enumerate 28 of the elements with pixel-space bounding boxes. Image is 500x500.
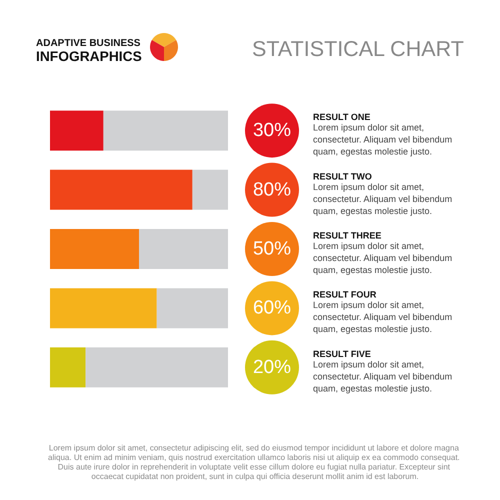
text: Lorem ipsum dolor sit amet, consectetur. Aliquam vel bibendum quam, egestas molestie justo. xyxy=(313,359,455,394)
y-tick-label: RESULT ONE xyxy=(313,112,370,122)
data-label: 80% xyxy=(252,179,292,200)
bar xyxy=(156,288,228,328)
bar xyxy=(50,110,104,151)
data-label: 30% xyxy=(252,120,292,142)
bar xyxy=(50,229,139,269)
data-label: 60% xyxy=(252,298,292,319)
chart-subtitle: ADAPTIVE BUSINESS INFOGRAPHICS xyxy=(36,38,142,64)
text: Lorem ipsum dolor sit amet, consectetur. Aliquam vel bibendum quam, egestas molestie justo. xyxy=(313,241,455,275)
bar xyxy=(50,347,86,388)
bar xyxy=(86,347,228,388)
bar xyxy=(139,229,228,269)
text: Lorem ipsum dolor sit amet, consectetur. Aliquam vel bibendum quam, egestas molestie justo. xyxy=(313,182,455,216)
y-tick-label: RESULT FOUR xyxy=(313,290,377,300)
bar xyxy=(50,170,192,210)
y-tick-label: RESULT TWO xyxy=(313,171,372,182)
bar xyxy=(103,110,228,151)
y-tick-label: RESULT FIVE xyxy=(313,348,371,359)
text: STATISTICAL CHART xyxy=(252,37,464,61)
data-label: 50% xyxy=(252,238,292,260)
data-label: 20% xyxy=(252,356,292,378)
text: Lorem ipsum dolor sit amet, consectetur. Aliquam vel bibendum quam, egestas molestie justo. xyxy=(313,300,455,334)
bar xyxy=(50,288,157,328)
text: Lorem ipsum dolor sit amet, consectetur adipiscing elit, sed do eiusmod tempor incididunt ut labore et dolore magna aliqua. Ut enim ad minim veniam, quis nostrud exercitation ullamco laboris nisi ut aliquip ex ea commodo consequat. Duis aute irure dolor in reprehenderit in voluptate velit esse cillum dolore eu fugiat nulla pariatur. Excepteur sint occaecat cupidatat non proident, sunt in culpa qui officia deserunt mollit anim id est laborum. xyxy=(48,443,462,481)
bar xyxy=(192,170,228,210)
text: Lorem ipsum dolor sit amet, consectetur. Aliquam vel bibendum quam, egestas molestie justo. xyxy=(313,122,455,157)
y-tick-label: RESULT THREE xyxy=(313,230,382,240)
